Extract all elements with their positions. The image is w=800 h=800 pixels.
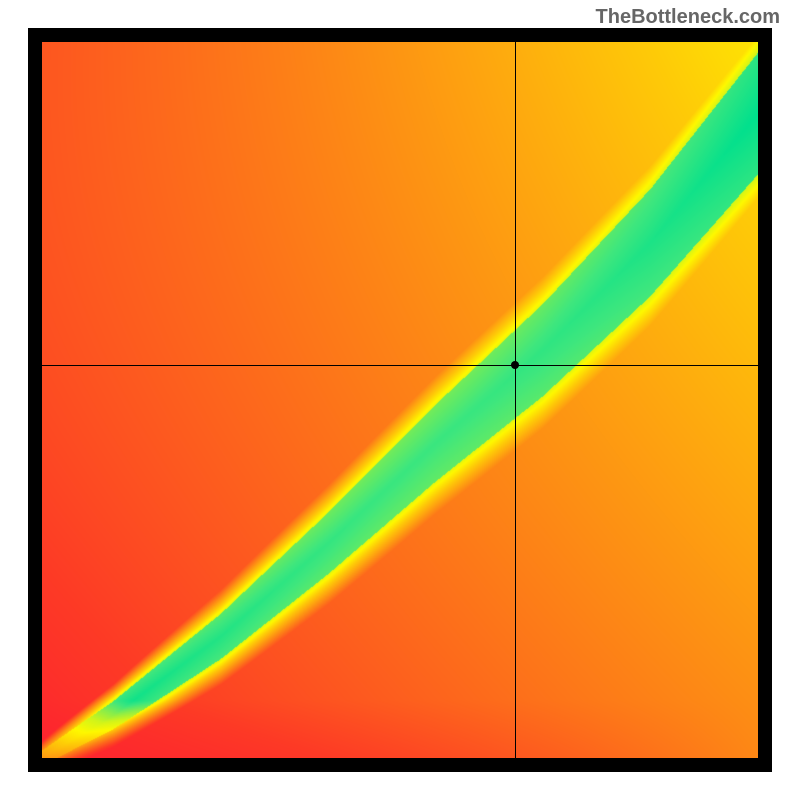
figure-container: TheBottleneck.com <box>0 0 800 800</box>
marker-dot-icon <box>511 361 519 369</box>
plot-frame <box>28 28 772 772</box>
crosshair-horizontal <box>42 365 758 366</box>
heatmap-canvas <box>42 42 758 758</box>
watermark-label: TheBottleneck.com <box>596 6 780 29</box>
crosshair-vertical <box>515 42 516 758</box>
plot-area <box>42 42 758 758</box>
